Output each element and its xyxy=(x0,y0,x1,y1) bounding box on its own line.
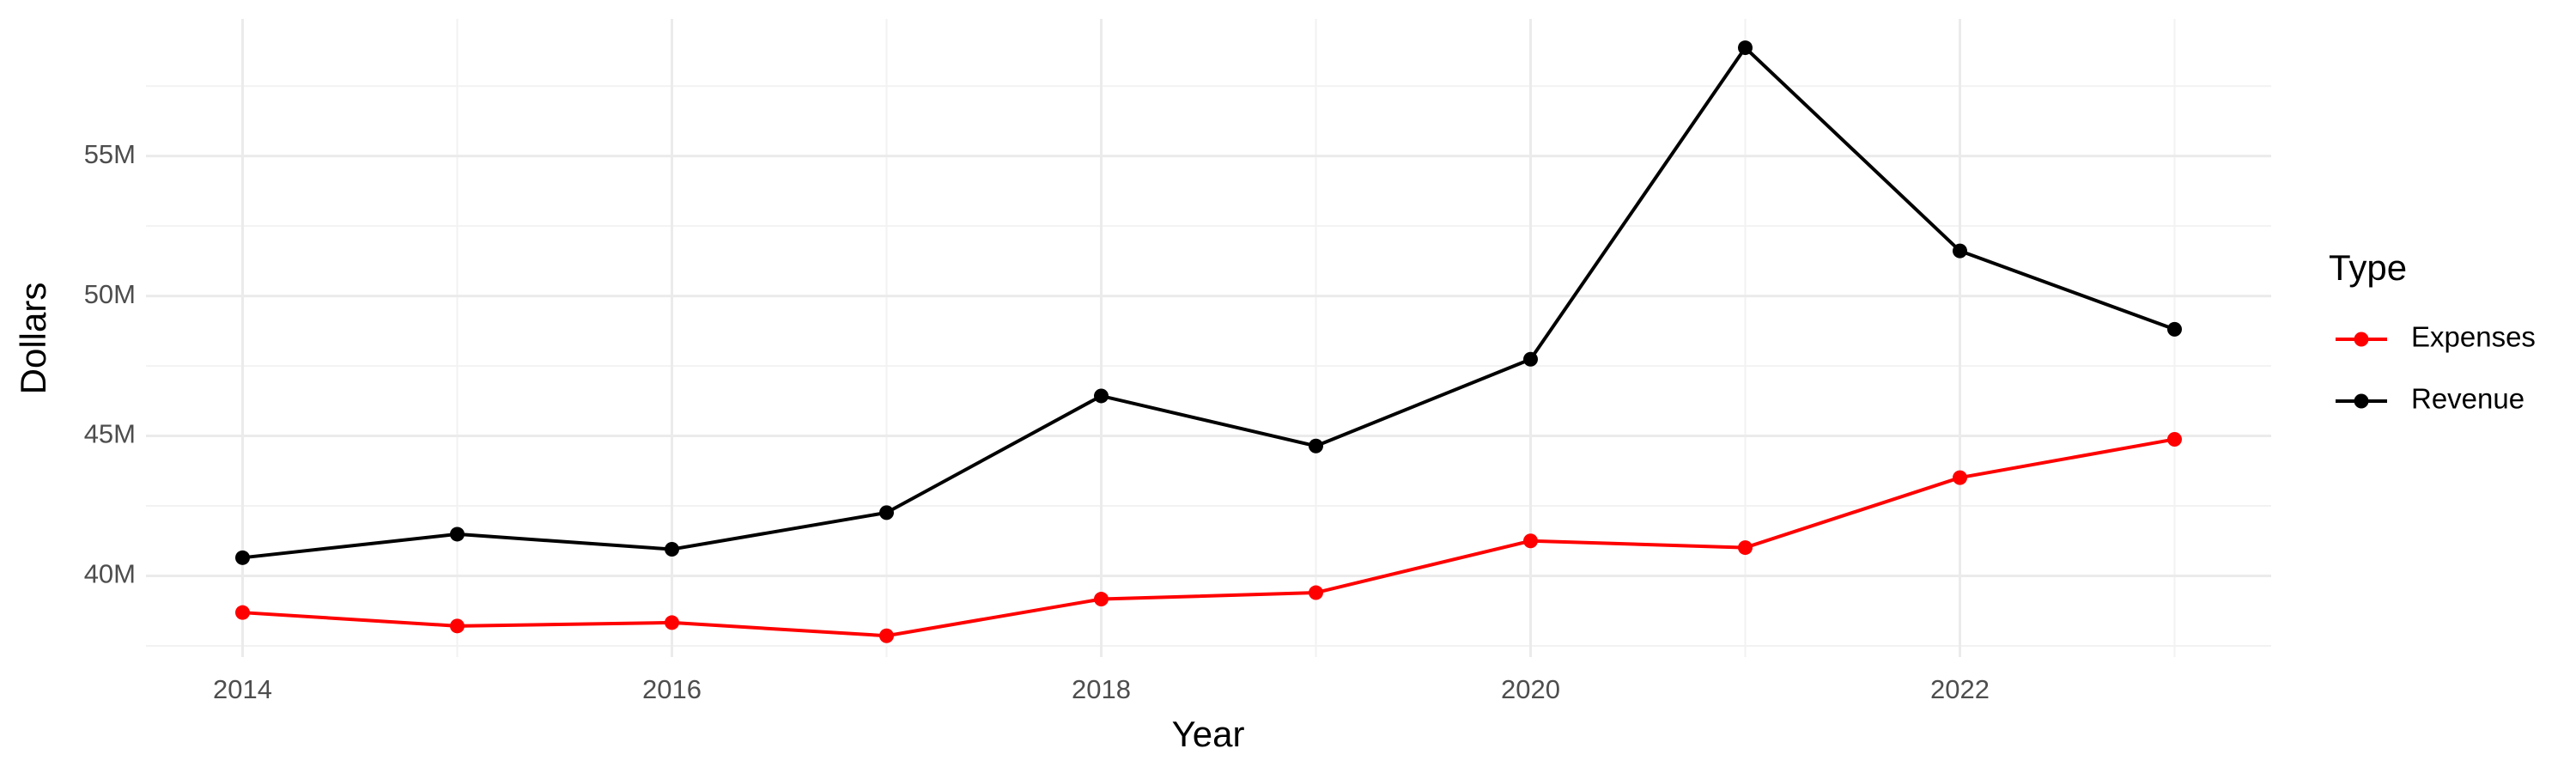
data-point xyxy=(1094,592,1109,607)
series-line xyxy=(242,437,2175,638)
data-point xyxy=(235,605,250,620)
data-point xyxy=(450,618,465,634)
data-point xyxy=(879,505,894,520)
x-tick-label: 2022 xyxy=(1930,674,1990,704)
data-point xyxy=(450,526,465,542)
data-point xyxy=(2167,431,2182,447)
legend-key-point xyxy=(2354,332,2369,347)
legend-label: Revenue xyxy=(2411,383,2524,415)
data-point xyxy=(1523,351,1538,367)
y-tick-label: 50M xyxy=(84,279,136,309)
legend-title: Type xyxy=(2329,247,2407,288)
data-point xyxy=(665,615,679,630)
data-point xyxy=(1953,470,1967,485)
data-point xyxy=(235,550,250,565)
x-tick-label: 2018 xyxy=(1072,674,1131,704)
data-point xyxy=(2167,321,2182,337)
x-tick-label: 2020 xyxy=(1501,674,1560,704)
legend-label: Expenses xyxy=(2411,321,2536,353)
data-point xyxy=(879,628,894,643)
x-axis-title: Year xyxy=(1172,714,1245,754)
y-axis-title: Dollars xyxy=(13,283,53,395)
grid xyxy=(146,19,2271,657)
x-tick-label: 2016 xyxy=(642,674,702,704)
x-tick-label: 2014 xyxy=(213,674,272,704)
y-tick-label: 55M xyxy=(84,139,136,169)
series-line xyxy=(242,45,2176,560)
data-point xyxy=(1738,540,1753,556)
data-point xyxy=(1523,533,1538,549)
data-point xyxy=(1309,438,1323,453)
data-point xyxy=(1738,40,1753,56)
data-point xyxy=(1094,388,1109,404)
data-point xyxy=(1309,585,1323,600)
y-tick-label: 40M xyxy=(84,559,136,589)
y-tick-label: 45M xyxy=(84,419,136,449)
data-point xyxy=(1953,243,1967,259)
legend-key-point xyxy=(2354,393,2369,409)
data-point xyxy=(665,542,679,557)
